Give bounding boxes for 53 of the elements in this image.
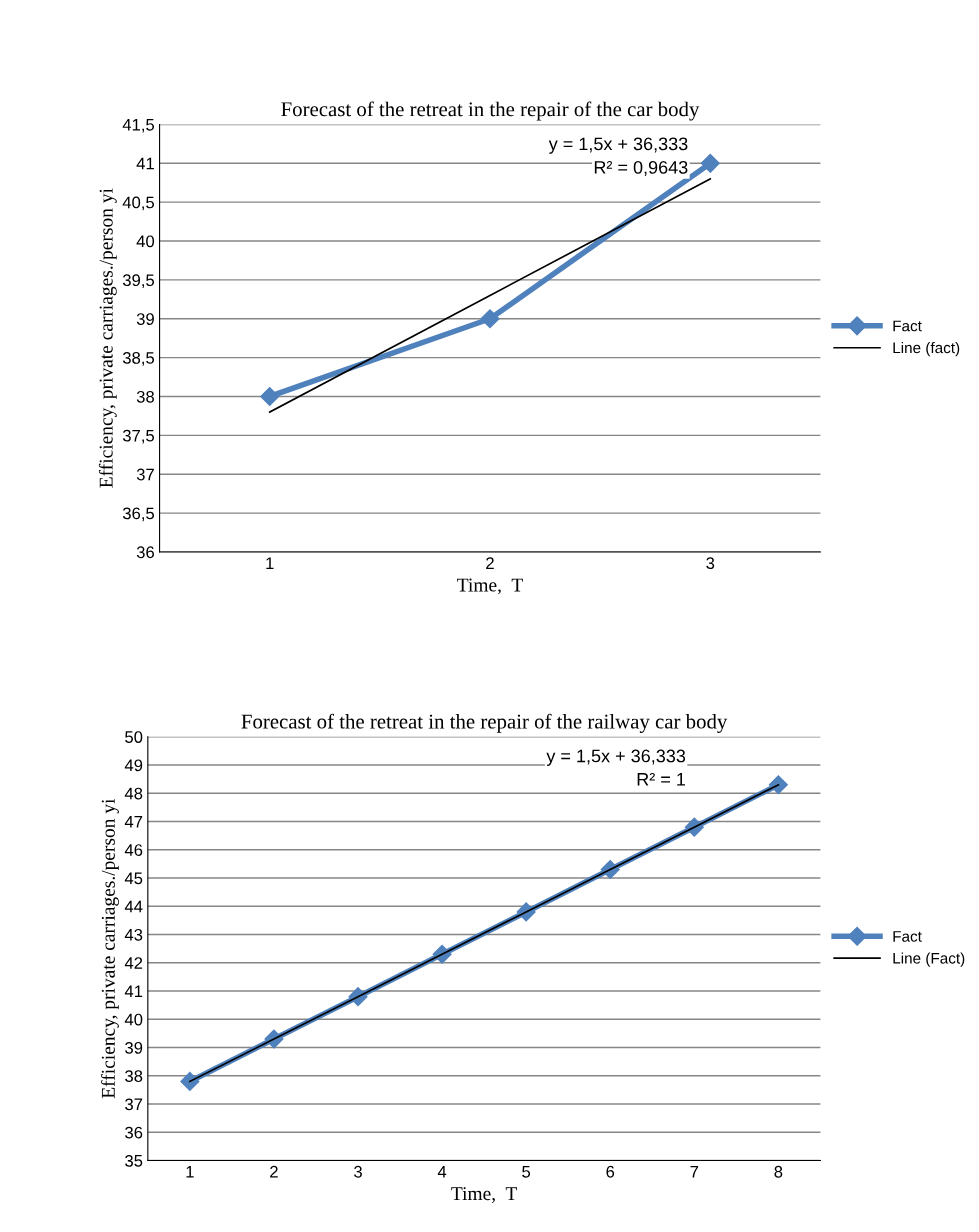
y-tick-label: 40 bbox=[136, 235, 155, 248]
y-tick-label: 45 bbox=[124, 872, 143, 885]
y-tick-label: 41 bbox=[136, 157, 154, 170]
y-tick-label: 37 bbox=[125, 1098, 143, 1111]
x-tick-label: 6 bbox=[606, 1165, 615, 1178]
y-tick-label: 39 bbox=[125, 1041, 143, 1054]
y-tick-label: 50 bbox=[125, 731, 143, 743]
y-tick-label: 47 bbox=[124, 816, 143, 828]
chart-title: Forecast of the retreat in the repair of the railway car body bbox=[241, 713, 728, 733]
x-tick-label: 5 bbox=[522, 1166, 531, 1178]
chart-title: Forecast of the retreat in the repair of the car body bbox=[281, 101, 700, 121]
x-tick-label: 3 bbox=[354, 1165, 362, 1178]
y-tick-label: 44 bbox=[124, 900, 143, 913]
y-tick-label: 38 bbox=[136, 390, 154, 403]
y-tick-label: 37 bbox=[136, 468, 154, 481]
legend-label: Line (fact) bbox=[893, 342, 960, 357]
x-tick-label: 1 bbox=[266, 557, 274, 569]
x-tick-label: 1 bbox=[186, 1166, 194, 1178]
annotation: y = 1,5x + 36,333 bbox=[546, 749, 686, 766]
y-tick-label: 38 bbox=[125, 1070, 143, 1082]
y-tick-label: 43 bbox=[124, 928, 143, 941]
y-tick-label: 48 bbox=[124, 787, 143, 800]
y-axis-title: Efficiency, private carriages./person yi bbox=[100, 798, 119, 1099]
legend-label: Line (Fact) bbox=[893, 952, 965, 967]
x-tick-label: 3 bbox=[706, 557, 715, 570]
x-tick-label: 4 bbox=[437, 1166, 447, 1178]
y-tick-label: 38,5 bbox=[122, 352, 155, 366]
y-tick-label: 39,5 bbox=[122, 274, 155, 289]
x-tick-label: 2 bbox=[270, 1165, 278, 1178]
annotation: R² = 1 bbox=[637, 772, 686, 786]
y-tick-label: 35 bbox=[125, 1154, 143, 1167]
y-tick-label: 36,5 bbox=[122, 507, 155, 522]
y-tick-label: 40,5 bbox=[122, 196, 155, 211]
y-tick-label: 46 bbox=[124, 844, 143, 856]
x-tick-label: 8 bbox=[774, 1165, 783, 1178]
y-tick-label: 49 bbox=[124, 759, 143, 772]
x-tick-label: 2 bbox=[486, 557, 494, 569]
y-tick-label: 37,5 bbox=[122, 429, 155, 444]
legend-label: Fact bbox=[893, 931, 922, 942]
y-tick-label: 40 bbox=[124, 1013, 143, 1026]
x-axis-title: Time, T bbox=[451, 1187, 518, 1203]
y-tick-label: 41,5 bbox=[122, 119, 155, 133]
annotation: R² = 0,9643 bbox=[594, 160, 688, 176]
y-tick-label: 42 bbox=[124, 957, 143, 969]
annotation: y = 1,5x + 36,333 bbox=[548, 137, 688, 154]
y-tick-label: 41 bbox=[124, 985, 143, 998]
x-axis-title: Time, T bbox=[457, 578, 523, 595]
y-tick-label: 36 bbox=[136, 546, 154, 559]
x-tick-label: 7 bbox=[690, 1166, 699, 1178]
legend-label: Fact bbox=[893, 320, 922, 332]
y-tick-label: 39 bbox=[136, 313, 154, 325]
y-tick-label: 36 bbox=[125, 1126, 143, 1139]
y-axis-title: Efficiency, private carriages./person yi bbox=[98, 188, 117, 488]
